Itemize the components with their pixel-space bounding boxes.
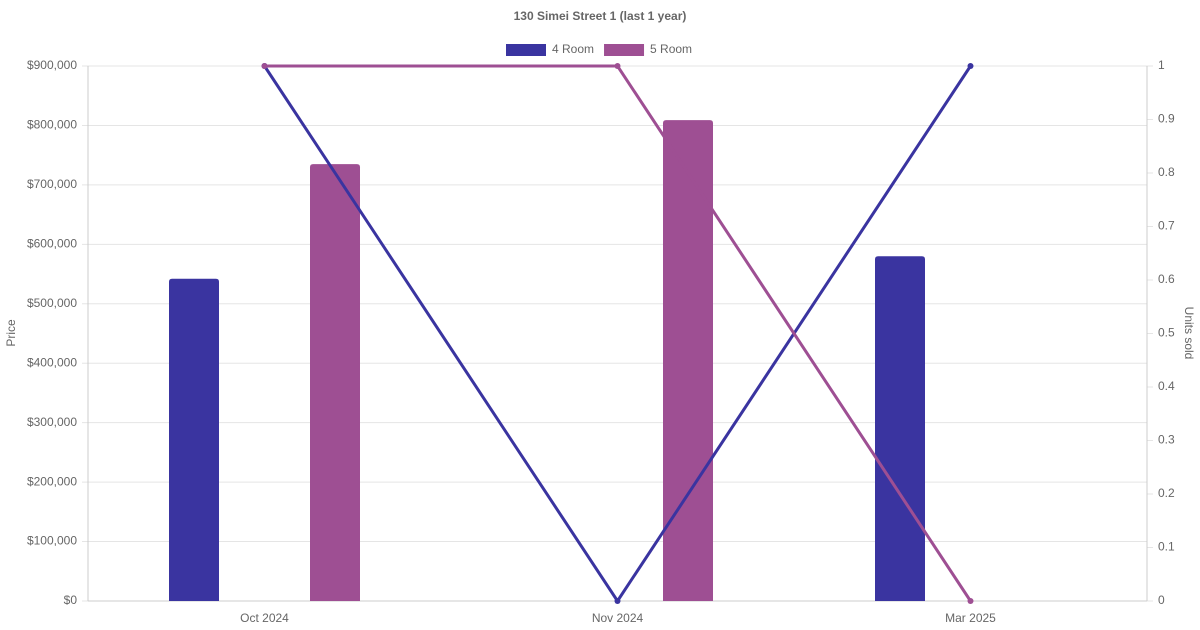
y-tick-label: $600,000 — [27, 237, 77, 251]
legend-swatch — [604, 44, 645, 56]
y-tick-label: $300,000 — [27, 415, 77, 429]
point — [967, 63, 974, 69]
point — [614, 598, 621, 604]
chart-title: 130 Simei Street 1 (last 1 year) — [514, 9, 687, 23]
y-tick-label: $200,000 — [27, 474, 77, 488]
y2-tick-label: 0.2 — [1158, 486, 1175, 500]
point — [967, 598, 974, 604]
legend-label: 5 Room — [650, 42, 692, 56]
y-tick-label: $800,000 — [27, 118, 77, 132]
y2-tick-label: 0 — [1158, 593, 1165, 607]
y2-tick-label: 0.8 — [1158, 165, 1175, 179]
y-tick-label: $900,000 — [27, 58, 77, 72]
line — [264, 64, 972, 602]
bar — [875, 256, 925, 601]
bar — [310, 164, 360, 602]
x-tick-label: Oct 2024 — [240, 611, 289, 625]
y-tick-label: $400,000 — [27, 355, 77, 369]
y2-tick-label: 1 — [1158, 58, 1165, 72]
y-tick-label: $700,000 — [27, 177, 77, 191]
point — [614, 63, 621, 69]
y2-tick-label: 0.5 — [1158, 326, 1175, 340]
y2-tick-label: 0.6 — [1158, 272, 1175, 286]
bar — [169, 278, 219, 601]
y-tick-label: $500,000 — [27, 296, 77, 310]
point — [261, 63, 268, 69]
y2-tick-label: 0.7 — [1158, 219, 1175, 233]
y-axis-label: Price — [4, 319, 18, 347]
line — [263, 65, 972, 604]
bar — [663, 120, 713, 601]
y2-axis-label: Units sold — [1182, 307, 1196, 360]
y-tick-label: $0 — [64, 593, 78, 607]
legend-swatch — [506, 44, 546, 56]
y2-tick-label: 0.9 — [1158, 112, 1175, 126]
x-tick-label: Nov 2024 — [592, 611, 644, 625]
y2-tick-label: 0.4 — [1158, 379, 1175, 393]
y2-tick-label: 0.3 — [1158, 433, 1175, 447]
x-tick-label: Mar 2025 — [945, 611, 996, 625]
y-tick-label: $100,000 — [27, 534, 77, 548]
y2-tick-label: 0.1 — [1158, 540, 1175, 554]
legend-label: 4 Room — [552, 42, 594, 56]
